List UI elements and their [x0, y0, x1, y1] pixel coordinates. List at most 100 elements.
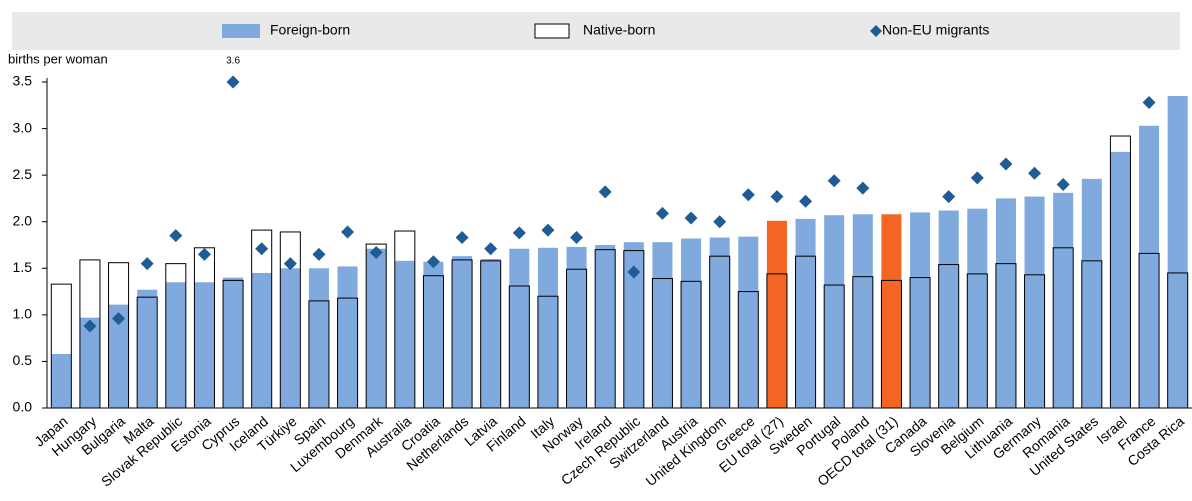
bar — [51, 353, 72, 408]
bar-outline — [1167, 272, 1189, 409]
y-tick-label: 0.5 — [13, 352, 33, 368]
marker — [1142, 95, 1156, 109]
bar-outline — [422, 275, 444, 409]
bar — [1139, 125, 1160, 408]
bar — [766, 220, 787, 408]
bar-outline — [251, 229, 273, 409]
bar — [910, 212, 931, 408]
bar — [824, 215, 845, 408]
legend-swatch — [534, 23, 570, 39]
bar-outline — [795, 255, 817, 409]
marker — [598, 185, 612, 199]
marker — [999, 157, 1013, 171]
bar — [795, 218, 816, 408]
marker — [684, 211, 698, 225]
marker — [655, 206, 669, 220]
marker — [570, 231, 584, 245]
bar-outline — [50, 283, 72, 409]
legend-background — [12, 12, 1180, 50]
bar — [537, 247, 558, 408]
marker — [226, 75, 240, 89]
marker — [197, 247, 211, 261]
bar-outline — [537, 295, 559, 409]
bar — [452, 256, 473, 408]
bar — [681, 238, 702, 408]
bar-outline — [365, 243, 387, 409]
marker — [627, 265, 641, 279]
bar-outline — [1138, 252, 1160, 409]
bar — [1081, 178, 1102, 408]
y-tick-label: 1.0 — [13, 306, 33, 322]
bar — [280, 268, 301, 408]
marker — [970, 171, 984, 185]
marker — [455, 231, 469, 245]
marker — [856, 181, 870, 195]
marker — [770, 190, 784, 204]
y-axis-label: births per woman — [8, 51, 108, 66]
marker — [341, 225, 355, 239]
bar — [738, 236, 759, 408]
bar-outline — [823, 284, 845, 409]
bar — [1167, 95, 1188, 408]
bar-outline — [279, 231, 301, 409]
bar — [394, 260, 415, 408]
marker — [426, 255, 440, 269]
bar — [137, 289, 158, 408]
bar-outline — [451, 259, 473, 409]
data-label: 3.6 — [226, 56, 240, 67]
marker — [713, 215, 727, 229]
bar-outline — [1081, 260, 1103, 409]
bar — [595, 245, 616, 408]
bar-outline — [308, 300, 330, 409]
marker — [312, 247, 326, 261]
y-tick-label: 2.5 — [13, 166, 33, 182]
marker — [255, 242, 269, 256]
bar-outline — [108, 262, 130, 409]
bar — [623, 242, 644, 408]
bar — [509, 248, 530, 408]
bar-outline — [623, 250, 645, 409]
bar-outline — [709, 255, 731, 409]
legend-swatch — [222, 24, 260, 38]
bar-outline — [966, 273, 988, 409]
marker — [512, 226, 526, 240]
bar-outline — [1024, 274, 1046, 409]
marker — [283, 257, 297, 271]
bar-outline — [79, 259, 101, 409]
bar — [165, 282, 186, 408]
bar-outline — [995, 263, 1017, 409]
bar-outline — [508, 285, 530, 409]
marker — [169, 229, 183, 243]
bar-outline — [909, 277, 931, 409]
bar-outline — [394, 230, 416, 409]
bar — [652, 242, 673, 408]
bar-outline — [1109, 135, 1131, 409]
bar-outline — [766, 273, 788, 409]
bar — [480, 258, 501, 408]
y-tick-label: 2.0 — [13, 212, 33, 228]
marker — [1056, 177, 1070, 191]
bar — [881, 214, 902, 408]
marker — [83, 319, 97, 333]
bar-outline — [852, 276, 874, 409]
bar-outline — [136, 296, 158, 409]
bar — [1110, 151, 1131, 408]
bar-outline — [938, 264, 960, 409]
bar — [995, 198, 1016, 408]
marker — [741, 188, 755, 202]
bar-outline — [222, 279, 244, 409]
y-tick-label: 0.0 — [13, 399, 33, 415]
bar-outline — [337, 297, 359, 409]
bar — [1053, 192, 1074, 408]
bar — [366, 248, 387, 408]
bar-outline — [566, 268, 588, 409]
bar — [251, 272, 272, 408]
bar-outline — [165, 263, 187, 409]
bar — [308, 268, 329, 408]
y-tick-label: 1.5 — [13, 259, 33, 275]
bar — [423, 261, 444, 408]
bar — [709, 237, 730, 408]
bar — [566, 246, 587, 408]
bar-outline — [193, 247, 215, 409]
